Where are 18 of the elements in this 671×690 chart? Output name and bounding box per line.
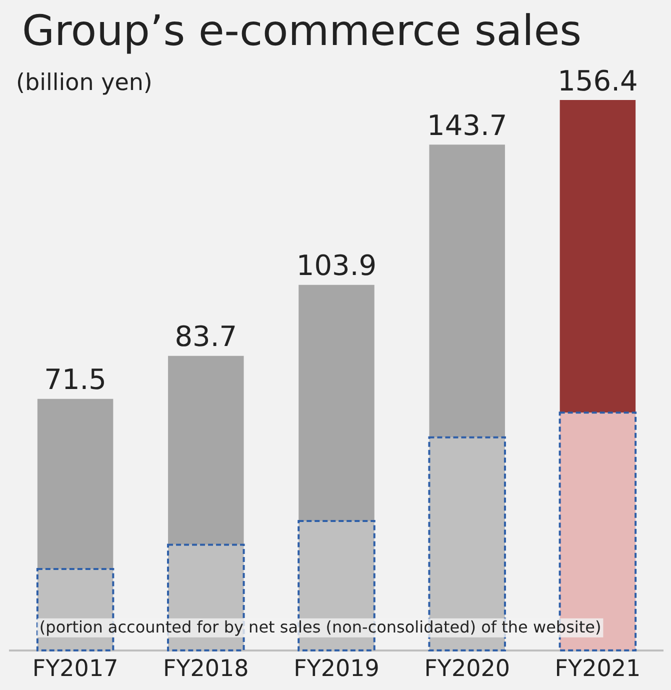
chart-subtitle: (billion yen) xyxy=(16,70,152,96)
annotation: 156.4 xyxy=(558,64,638,98)
x-tick-label: FY2020 xyxy=(424,656,510,682)
chart-title: Group’s e-commerce sales xyxy=(22,6,582,55)
x-tick-label: FY2017 xyxy=(32,656,118,682)
bar xyxy=(37,398,114,569)
annotation: (portion accounted for by net sales (non-consolidated) of the website) xyxy=(39,618,602,637)
x-tick-label: FY2018 xyxy=(162,656,249,682)
annotation: 143.7 xyxy=(427,108,508,142)
annotation: 83.7 xyxy=(174,320,238,354)
bar xyxy=(560,100,636,413)
bar xyxy=(298,284,374,522)
annotation: 103.9 xyxy=(296,249,377,282)
x-tick-label: FY2021 xyxy=(554,656,641,682)
annotation: 71.5 xyxy=(44,363,106,396)
bar xyxy=(429,144,505,438)
x-tick-label: FY2019 xyxy=(294,656,380,682)
bar xyxy=(168,356,244,545)
